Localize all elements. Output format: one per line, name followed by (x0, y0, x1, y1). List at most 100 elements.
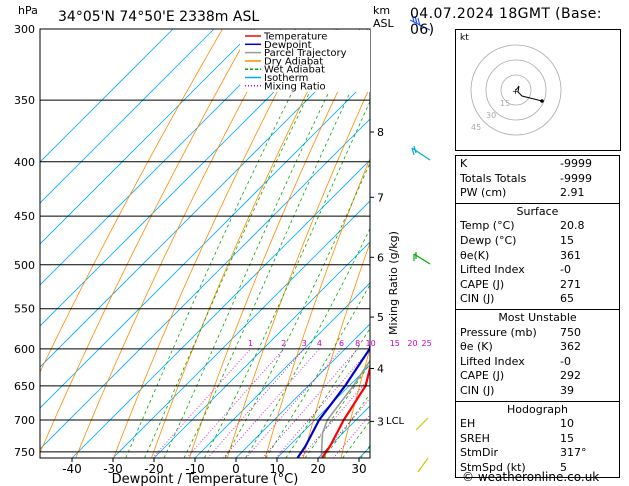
plot-frame (39, 28, 371, 459)
most-unstable-stat-row: Pressure (mb) 750 (460, 326, 615, 341)
wind-barb (415, 417, 429, 431)
dry-adiabat-line (151, 29, 340, 458)
surface-stat-value: 65 (560, 292, 574, 306)
surface-stat-row: Dewp (°C) 15 (460, 234, 615, 249)
dry-adiabat-line (302, 241, 370, 458)
surface-box: Surface Temp (°C) 20.8 Dewp (°C) 15 θe(K) 361… (455, 202, 620, 310)
hodograph-ring-30 (485, 59, 547, 121)
most-unstable-box: Most Unstable Pressure (mb) 750 θe (K) 362 L… (455, 308, 620, 402)
surface-stat-label: Lifted Index (460, 263, 525, 277)
hodograph-stat-value: 10 (560, 417, 574, 431)
hodograph-plot: kt 15 30 45 + (460, 33, 562, 136)
most-unstable-stat-row: CIN (J) 39 (460, 384, 615, 399)
wet-adiabat-line (224, 162, 370, 458)
mixing-ratio-label: 10 (366, 339, 376, 348)
surface-stat-value: 361 (560, 248, 581, 262)
hodograph-ring-label-45: 45 (471, 123, 481, 132)
hodograph-ring-label-15: 15 (500, 99, 510, 108)
isotherm-line (40, 29, 297, 286)
surface-stat-label: CAPE (J) (460, 277, 505, 291)
wind-barb (413, 252, 431, 265)
hodograph-stat-label: SREH (460, 431, 490, 445)
most-unstable-stat-value: 362 (560, 340, 581, 354)
dry-adiabat-line (226, 86, 370, 458)
surface-stat-label: Dewp (°C) (460, 233, 517, 247)
isotherm-line (40, 29, 256, 245)
altitude-tick-label: 3 (377, 415, 384, 428)
surface-stat-value: 15 (560, 233, 574, 247)
legend-background (240, 30, 370, 92)
surface-stat-row: Temp (°C) 20.8 (460, 219, 615, 234)
pressure-tick-label: 350 (14, 94, 35, 107)
hodograph-stat-value: 317° (560, 446, 587, 460)
hodograph-stat-value: 15 (560, 431, 574, 445)
mixing-ratio-line (222, 348, 320, 458)
pressure-tick-label: 550 (14, 303, 35, 316)
altitude-tick-label: 5 (377, 311, 384, 324)
isotherm-line (40, 118, 370, 450)
pw-value: 2.91 (560, 186, 585, 200)
mixing-ratio-labels: 1 2 3 4 6 8 10 15 20 25 (248, 339, 432, 348)
wind-barbs (409, 13, 431, 473)
dry-adiabat-line (264, 157, 370, 458)
surface-stat-row: Lifted Index -0 (460, 263, 615, 278)
storm-motion-marker: + (512, 87, 519, 96)
pressure-tick-label: 650 (14, 380, 35, 393)
k-index-label: K (460, 157, 468, 170)
dewpoint-profile (296, 341, 370, 458)
background-lines (40, 29, 370, 458)
profile-lines (296, 341, 370, 458)
isotherm-line (276, 364, 370, 458)
indices-box: K -9999 Totals Totals -9999 PW (cm) 2.91 (455, 155, 620, 204)
mixing-ratio-label: 15 (390, 339, 400, 348)
chart-title: 34°05'N 74°50'E 2338m ASL (58, 9, 259, 25)
x-tick-label: 20 (310, 462, 325, 476)
altitude-tick-label: 4 (377, 362, 384, 375)
mixing-ratio-label: 8 (355, 339, 360, 348)
legend-label: Wet Adiabat (264, 65, 325, 76)
hodograph-stats-box: Hodograph EH 10 SREH 15 StmDir 317° StmSpd (kt… (455, 400, 620, 479)
mixing-ratio-label: 1 (248, 339, 253, 348)
pressure-tick-label: 700 (14, 414, 35, 427)
mixing-ratio-line (262, 348, 359, 458)
x-tick-label: 30 (351, 462, 366, 476)
altitude-tick-label: 7 (377, 191, 384, 204)
wet-adiabat-line (183, 49, 370, 458)
hodograph-stat-row: StmSpd (kt) 5 (460, 461, 615, 476)
mixing-ratio-axis-label: Mixing Ratio (g/kg) (387, 231, 400, 335)
valid-time: 04.07.2024 18GMT (Base: 06) (410, 6, 602, 38)
most-unstable-stat-label: CIN (J) (460, 383, 495, 397)
mixing-ratio-line (300, 376, 370, 458)
isotherm-line (235, 323, 370, 458)
x-tick-label: 10 (269, 462, 284, 476)
wet-adiabat-line (245, 227, 370, 458)
most-unstable-stat-label: Lifted Index (460, 354, 525, 368)
most-unstable-title: Most Unstable (498, 310, 577, 324)
wet-adiabat-line (163, 29, 361, 458)
totals-label: Totals Totals (460, 171, 527, 185)
most-unstable-stat-label: Pressure (mb) (460, 325, 537, 339)
wind-barb (411, 145, 431, 161)
hodograph-panel: kt 15 30 45 + (455, 29, 621, 151)
surface-stat-label: Temp (°C) (460, 219, 515, 233)
most-unstable-stat-value: -0 (560, 354, 571, 368)
altitude-unit-km: km (373, 4, 390, 17)
dry-adiabat-line (40, 29, 252, 454)
surface-stat-label: θe(K) (460, 248, 490, 262)
x-tick-label: 0 (232, 462, 240, 476)
most-unstable-stat-label: CAPE (J) (460, 369, 505, 383)
x-tick-label: -20 (144, 462, 164, 476)
x-axis-label: Dewpoint / Temperature (°C) (112, 472, 299, 486)
legend-label: Dry Adiabat (264, 56, 323, 67)
most-unstable-stat-value: 39 (560, 383, 574, 397)
wet-adiabat-line (323, 393, 370, 458)
hodograph-stat-value: 5 (560, 460, 567, 474)
wind-barb (417, 457, 429, 473)
mixing-ratio-line (245, 348, 342, 458)
altitude-tick-label: 6 (377, 251, 384, 264)
x-tick-label: -30 (103, 462, 123, 476)
surface-stat-row: CIN (J) 65 (460, 292, 615, 307)
